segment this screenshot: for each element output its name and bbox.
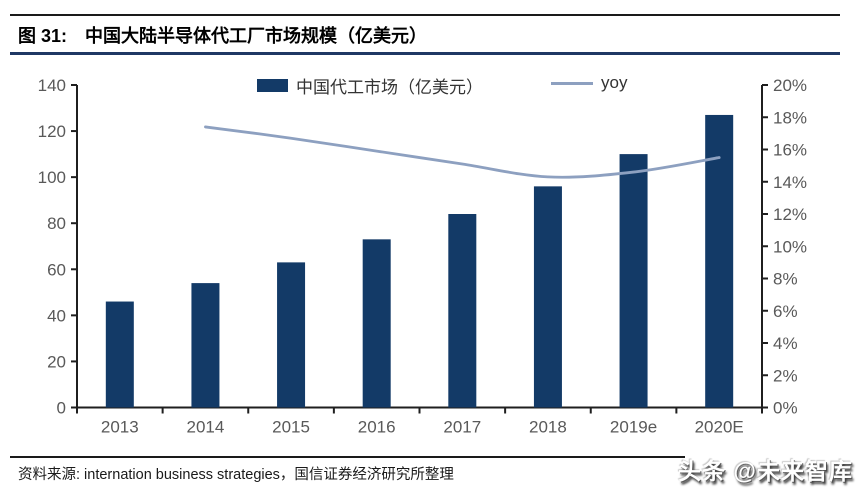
bar-2015 (277, 262, 306, 408)
left-axis-tick-label: 80 (47, 214, 66, 233)
figure-title: 中国大陆半导体代工厂市场规模（亿美元） (85, 26, 428, 46)
right-axis-tick-label: 18% (773, 108, 807, 127)
right-axis-tick-label: 12% (773, 205, 807, 224)
source-attribution: 资料来源: internation business strategies，国信… (18, 467, 454, 483)
left-axis-tick-label: 0 (57, 399, 66, 418)
watermark: 头条 @未来智库 (678, 458, 853, 484)
bar-2019e (619, 154, 648, 408)
x-axis-label-2014: 2014 (187, 418, 225, 437)
bar-2020E (705, 114, 734, 408)
legend-item-bar-series: 中国代工市场（亿美元） (257, 73, 483, 98)
x-axis-label-2019e: 2019e (610, 418, 657, 437)
right-axis-tick-label: 8% (773, 270, 798, 289)
x-axis-label-2020E: 2020E (695, 418, 744, 437)
bar-2016 (362, 239, 391, 408)
title-underline (10, 52, 840, 55)
bar-2014 (191, 283, 220, 408)
x-axis-label-2018: 2018 (529, 418, 567, 437)
line-series-label: yoy (601, 73, 628, 92)
bar-2018 (533, 186, 562, 408)
yoy-line (204, 125, 721, 179)
line-series-swatch (551, 81, 593, 85)
right-axis-tick-label: 0% (773, 399, 798, 418)
bar-2013 (105, 301, 134, 408)
right-axis-tick-label: 10% (773, 237, 807, 256)
left-axis-tick-label: 60 (47, 260, 66, 279)
figure-title-row: 图 31: 中国大陆半导体代工厂市场规模（亿美元） (18, 22, 838, 48)
x-axis-label-2016: 2016 (358, 418, 396, 437)
left-axis-tick-label: 140 (38, 76, 66, 95)
top-divider (10, 14, 840, 16)
legend-item-line-series: yoy (551, 73, 627, 93)
bar-2017 (448, 214, 477, 408)
right-axis-tick-label: 4% (773, 334, 798, 353)
bottom-divider (10, 456, 685, 458)
right-axis-tick-label: 20% (773, 76, 807, 95)
right-axis-tick-label: 14% (773, 173, 807, 192)
left-axis-tick-label: 120 (38, 122, 66, 141)
right-axis-tick-label: 16% (773, 141, 807, 160)
left-axis-tick-label: 20 (47, 352, 66, 371)
right-axis-tick-label: 6% (773, 302, 798, 321)
x-axis-label-2017: 2017 (443, 418, 481, 437)
bar-series-swatch (257, 79, 288, 92)
figure-number-label: 图 31: (18, 26, 68, 46)
right-axis-tick-label: 2% (773, 366, 798, 385)
x-axis-label-2013: 2013 (101, 418, 139, 437)
x-axis-label-2015: 2015 (272, 418, 310, 437)
left-axis-tick-label: 100 (38, 168, 66, 187)
bar-series-label: 中国代工市场（亿美元） (296, 78, 483, 97)
left-axis-tick-label: 40 (47, 306, 66, 325)
bar-line-chart: 0 20 40 60 80 100 120 140 0% 2% 4% 6% 8% 10% 12% 14% 16%… (38, 76, 807, 437)
